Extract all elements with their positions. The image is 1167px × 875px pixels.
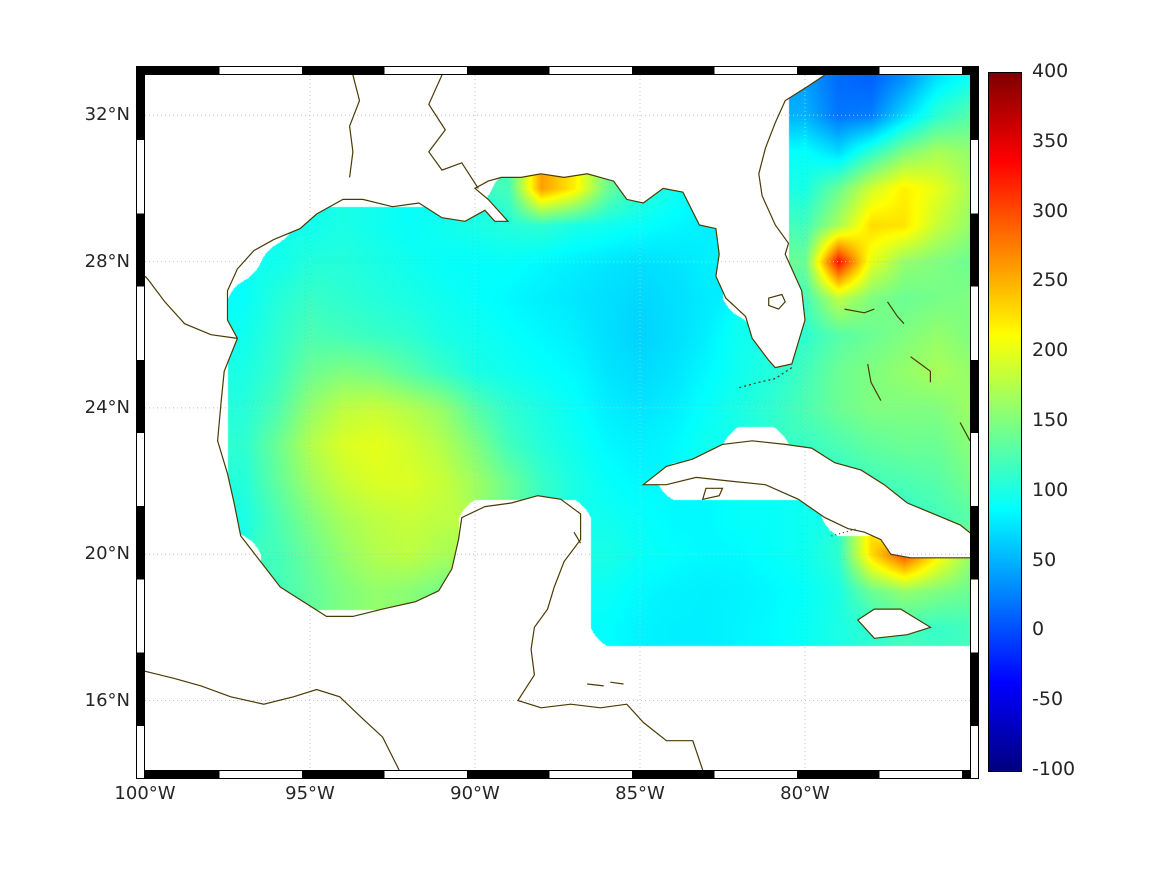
map-frame-bottom	[136, 770, 979, 779]
north-america-coast	[216, 75, 826, 770]
lake-okeechobee	[768, 293, 786, 310]
lon-tick-label: 95°W	[285, 783, 335, 804]
lat-tick-label: 28°N	[84, 250, 130, 272]
lat-tick-label: 32°N	[84, 104, 130, 126]
andros	[867, 363, 882, 401]
mississippi-river	[428, 75, 479, 189]
colorbar-tick-label: 350	[1032, 129, 1069, 152]
isla-juventud	[701, 487, 724, 501]
bay-islands-east	[610, 681, 624, 685]
lon-tick-label: 80°W	[780, 783, 830, 804]
abaco	[887, 301, 905, 325]
cozumel	[573, 531, 582, 544]
lon-tick-label: 85°W	[615, 783, 665, 804]
mexico-pacific-coast	[145, 670, 400, 770]
long-island-bahamas	[959, 422, 970, 442]
colorbar-tick-label: 0	[1032, 618, 1045, 641]
lon-tick-label: 90°W	[450, 783, 500, 804]
colorbar	[988, 72, 1022, 772]
colorbar-canvas	[989, 73, 1021, 771]
map-overlay	[145, 75, 970, 770]
cuba-landfill	[643, 440, 970, 558]
colorbar-tick-label: 200	[1032, 339, 1069, 362]
map-frame-left	[136, 66, 145, 779]
colorbar-tick-label: -50	[1032, 688, 1064, 711]
colorbar-tick-label: 100	[1032, 478, 1069, 501]
colorbar-tick-label: 150	[1032, 409, 1069, 431]
lat-tick-label: 20°N	[84, 543, 130, 565]
lat-tick-label: 24°N	[84, 396, 130, 418]
sabine-river	[348, 75, 361, 178]
lon-tick-label: 100°W	[114, 783, 176, 804]
lat-tick-label: 16°N	[84, 689, 130, 711]
colorbar-tick-label: 300	[1032, 199, 1069, 222]
colorbar-tick-label: 250	[1032, 269, 1069, 292]
bay-islands-west	[587, 683, 604, 687]
cuba-cays	[831, 528, 858, 537]
florida-keys	[738, 367, 793, 389]
map-frame-top	[136, 66, 979, 75]
colorbar-tick-label: 50	[1032, 548, 1057, 571]
jamaica	[856, 608, 932, 639]
isla-juventud-landfill	[702, 488, 723, 500]
colorbar-tick-label: -100	[1032, 758, 1076, 780]
eleuthera	[910, 356, 931, 383]
cuba	[641, 440, 970, 559]
colorbar-tick-label: 400	[1032, 60, 1069, 82]
north-america-coast-landfill	[145, 75, 825, 770]
grand-bahama	[844, 308, 875, 314]
map-frame-right	[970, 66, 979, 779]
rio-grande-river	[145, 275, 238, 339]
